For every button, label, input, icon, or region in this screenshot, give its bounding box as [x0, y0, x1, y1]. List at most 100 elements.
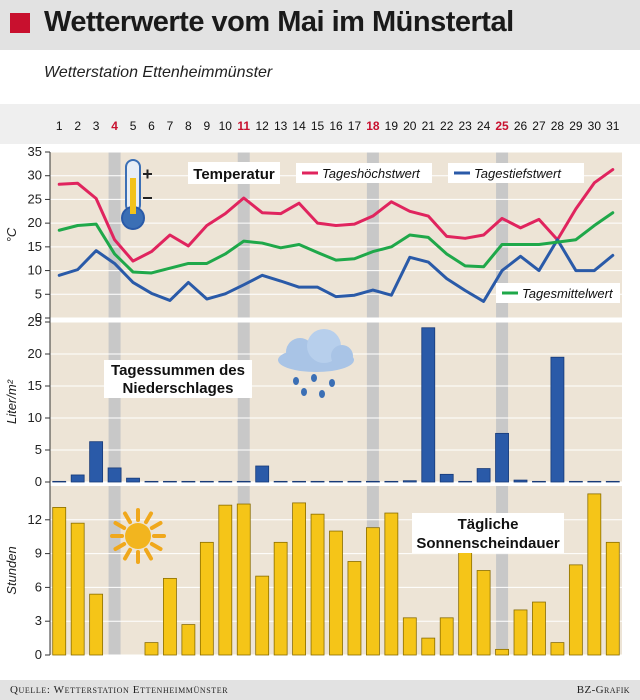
- temp-title: Temperatur: [193, 166, 275, 183]
- rain-bar-2: [70, 474, 85, 483]
- sun-bar-18: [366, 527, 380, 656]
- sun-ray-12: [149, 521, 163, 530]
- rain-bar-26: [513, 479, 528, 483]
- rain-bar-17: [347, 480, 362, 483]
- rain-bar-23: [458, 480, 473, 483]
- tick-label-2-10: 10: [28, 410, 42, 425]
- rain-bar-8: [181, 480, 196, 483]
- sun-bar-16: [329, 530, 343, 656]
- rain-bar-6: [144, 480, 159, 483]
- day-label-12: 12: [256, 119, 270, 133]
- day-label-31: 31: [606, 119, 620, 133]
- rain-bar-12: [255, 465, 270, 483]
- tick-label-2-0: 0: [35, 474, 42, 489]
- sun-ray-9: [123, 511, 132, 525]
- rain-bar-16: [329, 480, 343, 483]
- line-mean: [57, 211, 615, 275]
- day-label-10: 10: [219, 119, 233, 133]
- rain-bar-27: [532, 480, 546, 483]
- highlight-band-2-18: [366, 322, 379, 482]
- day-label-8: 8: [185, 119, 192, 133]
- legend-mean-box: [496, 283, 620, 303]
- rain-bar-11: [236, 480, 251, 483]
- credit-note: BZ-Grafik: [576, 684, 630, 696]
- day-label-15: 15: [311, 119, 325, 133]
- page-title: Wetterwerte vom Mai im Münstertal: [44, 6, 514, 38]
- day-label-28: 28: [551, 119, 565, 133]
- sun-bar-2: [70, 522, 85, 656]
- sun-bar-8: [181, 624, 196, 656]
- rain-drop-1: [293, 377, 299, 385]
- line-max: [57, 168, 615, 263]
- tick-label-3-3: 3: [35, 613, 42, 628]
- sun-ray-2: [149, 542, 163, 551]
- sun-bar-20: [402, 617, 417, 656]
- tick-label-1-30: 30: [28, 168, 42, 183]
- legend-min-label: Tagestiefstwert: [474, 166, 562, 181]
- rain-title-box: [104, 360, 252, 398]
- day-label-16: 16: [329, 119, 343, 133]
- axis-label-1: °C: [4, 227, 19, 242]
- sun-bar-29: [568, 564, 583, 656]
- rain-bar-5: [126, 477, 140, 483]
- tick-label-3-6: 6: [35, 579, 42, 594]
- sun-bar-27: [532, 601, 546, 656]
- rain-bar-9: [199, 480, 214, 483]
- tick-label-1-20: 20: [28, 215, 42, 230]
- temp-title-box: [188, 162, 280, 184]
- highlight-band-2-11: [237, 322, 250, 482]
- sun-bar-7: [163, 577, 177, 656]
- day-label-27: 27: [532, 119, 546, 133]
- rain-drop-5: [319, 390, 325, 398]
- rain-title-line2: Niederschlages: [123, 380, 234, 397]
- rain-bar-29: [568, 480, 583, 483]
- highlight-band-3-4: [108, 486, 121, 655]
- day-label-14: 14: [292, 119, 306, 133]
- rain-bar-30: [587, 480, 602, 483]
- day-label-21: 21: [422, 119, 436, 133]
- legend-min-box: [448, 163, 584, 183]
- tick-label-1-25: 25: [28, 191, 42, 206]
- axis-label-2: Liter/m²: [4, 379, 19, 424]
- rain-drop-2: [311, 374, 317, 382]
- highlight-band-1-18: [366, 152, 379, 318]
- rain-title-line1: Tagessummen des: [111, 362, 245, 379]
- sun-disc: [125, 523, 151, 549]
- sun-icon: [110, 508, 166, 564]
- accent-square: [10, 13, 30, 33]
- day-label-9: 9: [203, 119, 210, 133]
- rain-bar-14: [292, 480, 306, 483]
- rain-bar-25: [495, 432, 509, 483]
- rain-bar-1: [52, 480, 67, 483]
- rain-bar-22: [439, 473, 454, 483]
- tick-label-3-12: 12: [28, 512, 42, 527]
- day-number-bar: [0, 104, 640, 144]
- rain-bar-13: [273, 480, 288, 483]
- tick-label-2-15: 15: [28, 378, 42, 393]
- day-label-17: 17: [348, 119, 362, 133]
- sun-ray-6: [113, 542, 127, 551]
- sun-bar-30: [587, 493, 602, 656]
- subtitle: Wetterstation Ettenheimmünster: [44, 64, 273, 81]
- sun-bar-25: [495, 648, 509, 656]
- rain-bar-10: [218, 480, 233, 483]
- axis-label-3: Stunden: [4, 546, 19, 594]
- day-label-4: 4: [111, 119, 118, 133]
- legend-max-box: [296, 163, 432, 183]
- sun-bar-10: [218, 504, 233, 656]
- tick-label-1-5: 5: [35, 286, 42, 301]
- rain-bar-20: [402, 480, 417, 483]
- rain-bar-28: [550, 356, 565, 483]
- sun-bar-26: [513, 609, 528, 656]
- rain-bar-24: [476, 468, 491, 483]
- sun-bar-3: [89, 593, 104, 656]
- line-min: [57, 238, 615, 303]
- rain-cloud-icon: [278, 329, 354, 398]
- day-label-11: 11: [237, 119, 250, 133]
- rain-bar-18: [366, 480, 380, 483]
- sun-bar-6: [144, 642, 159, 656]
- rain-bar-19: [384, 480, 399, 483]
- day-label-18: 18: [366, 119, 380, 133]
- rain-drop-3: [329, 379, 335, 387]
